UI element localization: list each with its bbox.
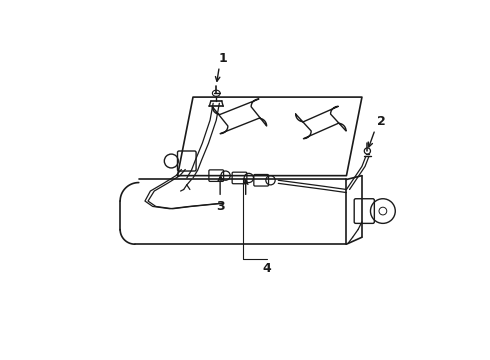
Text: 1: 1: [218, 52, 227, 65]
Text: 4: 4: [262, 261, 271, 275]
Text: 3: 3: [216, 200, 224, 213]
Text: 2: 2: [377, 115, 386, 128]
